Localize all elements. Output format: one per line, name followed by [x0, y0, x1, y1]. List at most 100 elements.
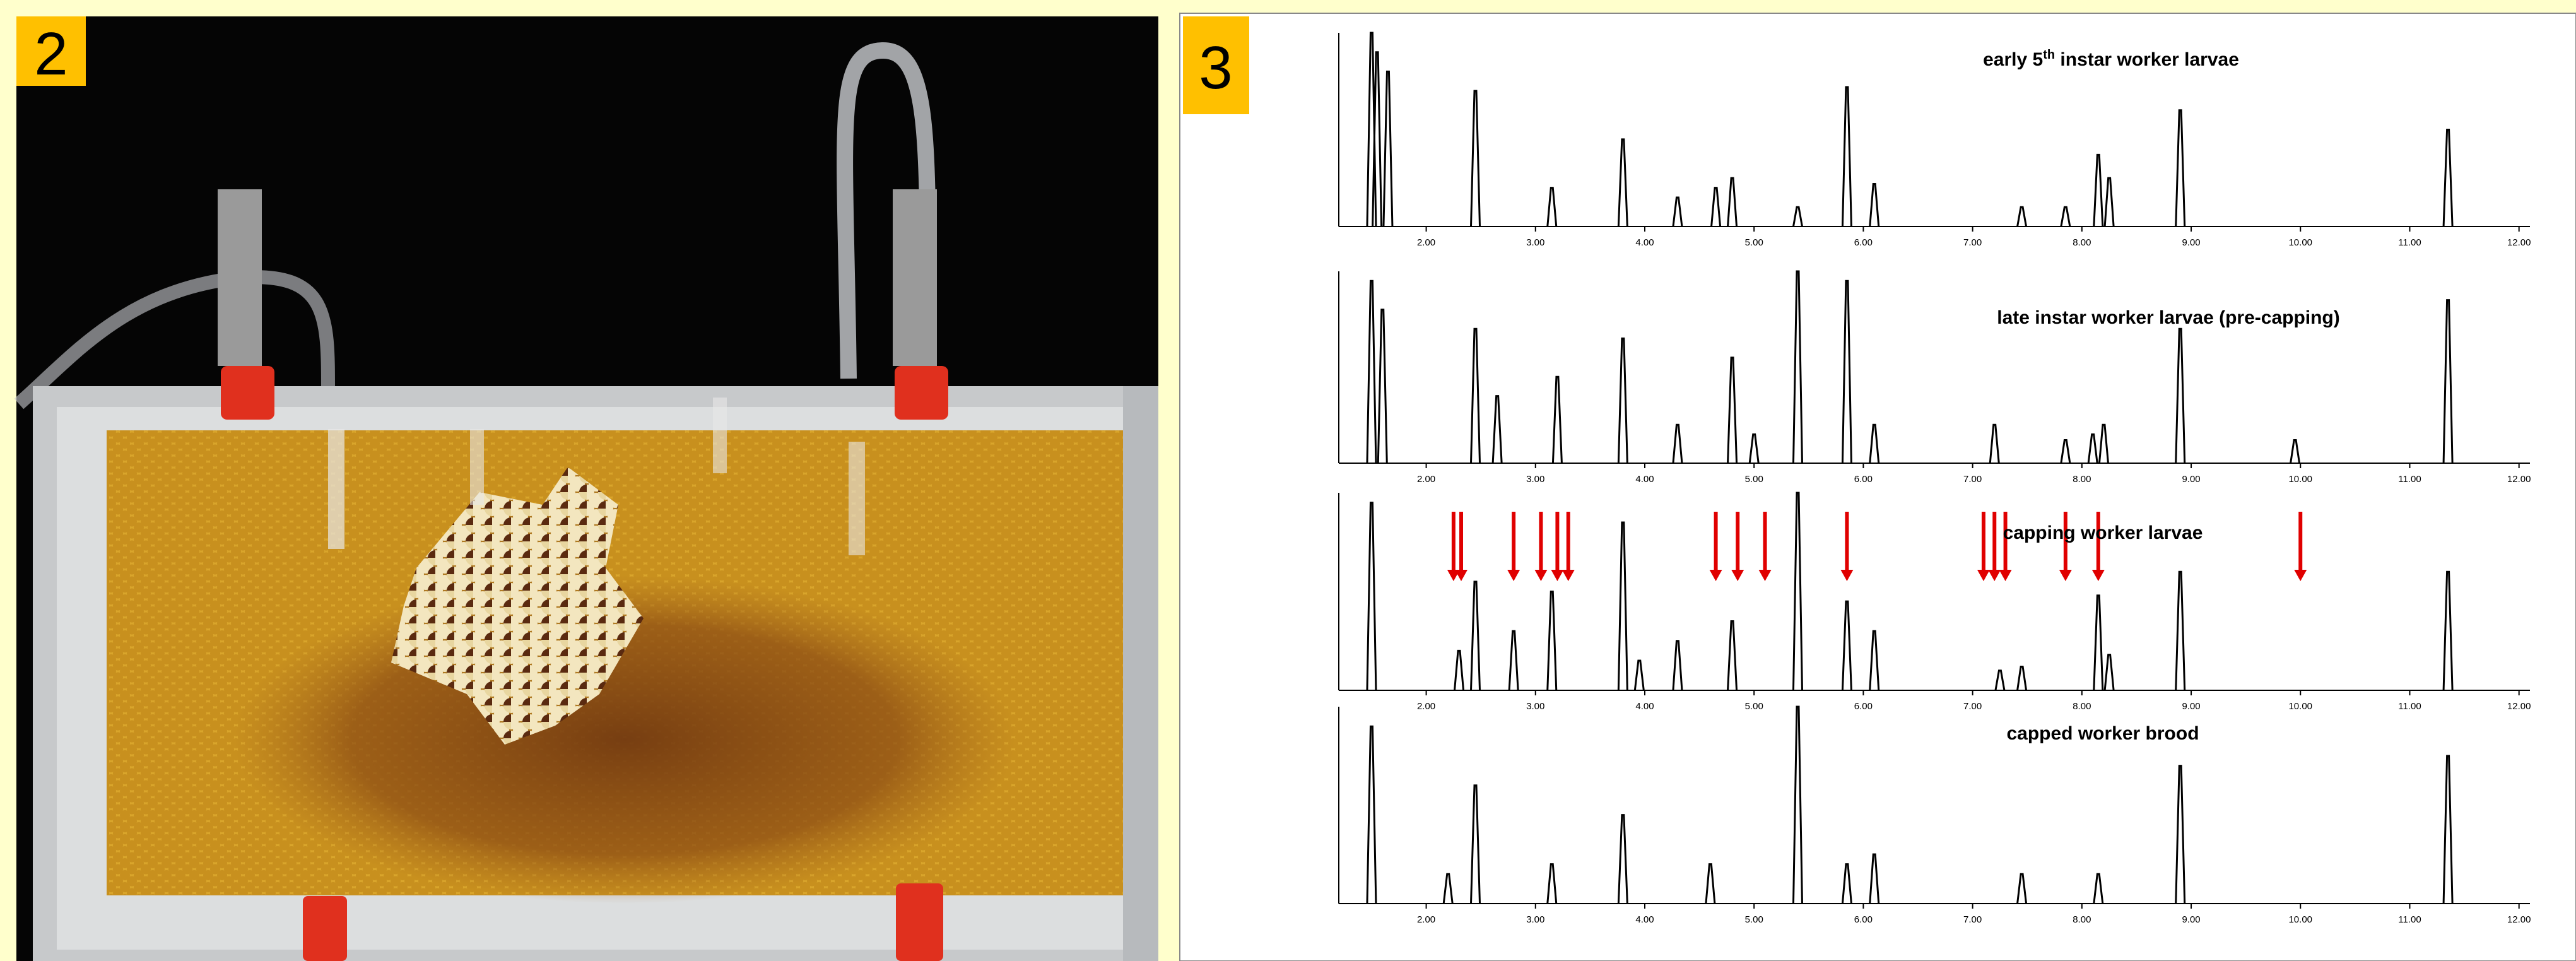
chromatogram: 2.00 3.00 4.00 5.00 6.00 7.00 8.00 9.00 10.00 11.…: [1338, 705, 2531, 925]
peak: [2442, 129, 2454, 227]
x-tick-label: 10.00: [2288, 237, 2312, 248]
x-tick-label: 7.00: [1963, 237, 1982, 248]
x-tick-label: 2.00: [1417, 701, 1435, 712]
chart-title: early 5th instar worker larvae: [1983, 48, 2239, 70]
peak: [2016, 206, 2028, 227]
peak: [2093, 594, 2104, 691]
peak: [1727, 177, 1738, 227]
title-part: early 5: [1983, 49, 2043, 70]
peak: [1705, 863, 1716, 904]
peak: [1442, 873, 1454, 904]
peak: [1710, 187, 1722, 227]
peak: [1470, 784, 1481, 904]
peak: [2175, 765, 2186, 904]
peak: [1792, 206, 1803, 227]
x-tick-label: 7.00: [1963, 914, 1982, 925]
x-tick-label: 11.00: [2398, 237, 2421, 248]
peak: [1672, 196, 1683, 227]
chromatogram: 2.00 3.00 4.00 5.00 6.00 7.00 8.00 9.00 10.00 11.…: [1338, 32, 2531, 248]
chart-title: late instar worker larvae (pre-capping): [1997, 307, 2340, 328]
arrow-head: [1840, 570, 1854, 581]
x-tick-label: 12.00: [2507, 701, 2531, 712]
x-tick-label: 12.00: [2507, 474, 2531, 485]
x-tick-label: 8.00: [2073, 237, 2091, 248]
arrow: [2059, 512, 2072, 581]
peak: [1454, 649, 1465, 691]
x-tick-label: 4.00: [1635, 914, 1654, 925]
x-tick-label: 9.00: [2182, 237, 2200, 248]
peak: [1841, 280, 1852, 464]
arrow-head: [2294, 570, 2307, 581]
chromatograms: 2.00 3.00 4.00 5.00 6.00 7.00 8.00 9.00 10.00 11.…: [1338, 32, 2531, 925]
arrow-head: [2091, 570, 2105, 581]
peak: [1727, 620, 1738, 691]
arrow-head: [1507, 570, 1520, 581]
x-tick-label: 4.00: [1635, 237, 1654, 248]
arrow-head: [1758, 570, 1772, 581]
panel-label: 3: [1199, 34, 1232, 102]
arrow: [1731, 512, 1744, 581]
x-tick-label: 9.00: [2182, 474, 2200, 485]
peak: [1672, 423, 1683, 464]
peak: [1617, 521, 1628, 691]
peak: [2016, 873, 2028, 904]
peak: [2060, 439, 2071, 464]
arrow: [1758, 512, 1772, 581]
x-tick-label: 10.00: [2288, 914, 2312, 925]
x-tick-label: 6.00: [1854, 914, 1873, 925]
arrow: [1551, 512, 1564, 581]
peak: [2087, 433, 2098, 464]
title-part: instar worker larvae: [2055, 49, 2239, 70]
peak: [1366, 502, 1377, 691]
arrow: [1454, 512, 1467, 581]
x-tick-label: 5.00: [1745, 701, 1763, 712]
x-tick-label: 10.00: [2288, 701, 2312, 712]
peak: [2175, 570, 2186, 691]
arrow: [1988, 512, 2001, 581]
arrow-head: [1551, 570, 1564, 581]
x-tick-label: 3.00: [1526, 914, 1544, 925]
peak: [2093, 873, 2104, 904]
peak: [1377, 309, 1388, 464]
x-tick-label: 8.00: [2073, 914, 2091, 925]
peak: [2060, 206, 2071, 227]
peak: [2098, 423, 2109, 464]
peak: [2442, 299, 2454, 464]
peak: [1508, 630, 1519, 691]
peak: [1841, 863, 1852, 904]
x-tick-label: 6.00: [1854, 237, 1873, 248]
photo: [14, 16, 1158, 961]
x-tick-label: 2.00: [1417, 914, 1435, 925]
arrow-head: [1561, 570, 1575, 581]
peak: [1869, 423, 1880, 464]
arrow: [1977, 512, 1990, 581]
peak: [1491, 395, 1503, 464]
arrow-head: [1977, 570, 1990, 581]
arrow: [1709, 512, 1722, 581]
peak: [1633, 659, 1645, 691]
peak: [1748, 433, 1760, 464]
arrow: [2091, 512, 2105, 581]
title-part: th: [2043, 48, 2055, 62]
peak: [2093, 153, 2104, 227]
arrow-head: [2059, 570, 2072, 581]
panel-label: 2: [34, 20, 68, 88]
x-tick-label: 3.00: [1526, 701, 1544, 712]
x-tick-label: 3.00: [1526, 474, 1544, 485]
peak: [1470, 327, 1481, 464]
peak: [2016, 665, 2028, 691]
arrow: [1999, 512, 2012, 581]
x-tick-label: 6.00: [1854, 474, 1873, 485]
chromatogram: 2.00 3.00 4.00 5.00 6.00 7.00 8.00 9.00 10.00 11.…: [1338, 492, 2531, 712]
x-tick-label: 8.00: [2073, 474, 2091, 485]
x-tick-label: 10.00: [2288, 474, 2312, 485]
peak: [1366, 725, 1377, 904]
peak: [1617, 138, 1628, 227]
peak: [1869, 630, 1880, 691]
peak: [1617, 337, 1628, 464]
peak: [2103, 177, 2115, 227]
peak: [1546, 187, 1558, 227]
peak: [1869, 182, 1880, 227]
peak: [2290, 439, 2301, 464]
